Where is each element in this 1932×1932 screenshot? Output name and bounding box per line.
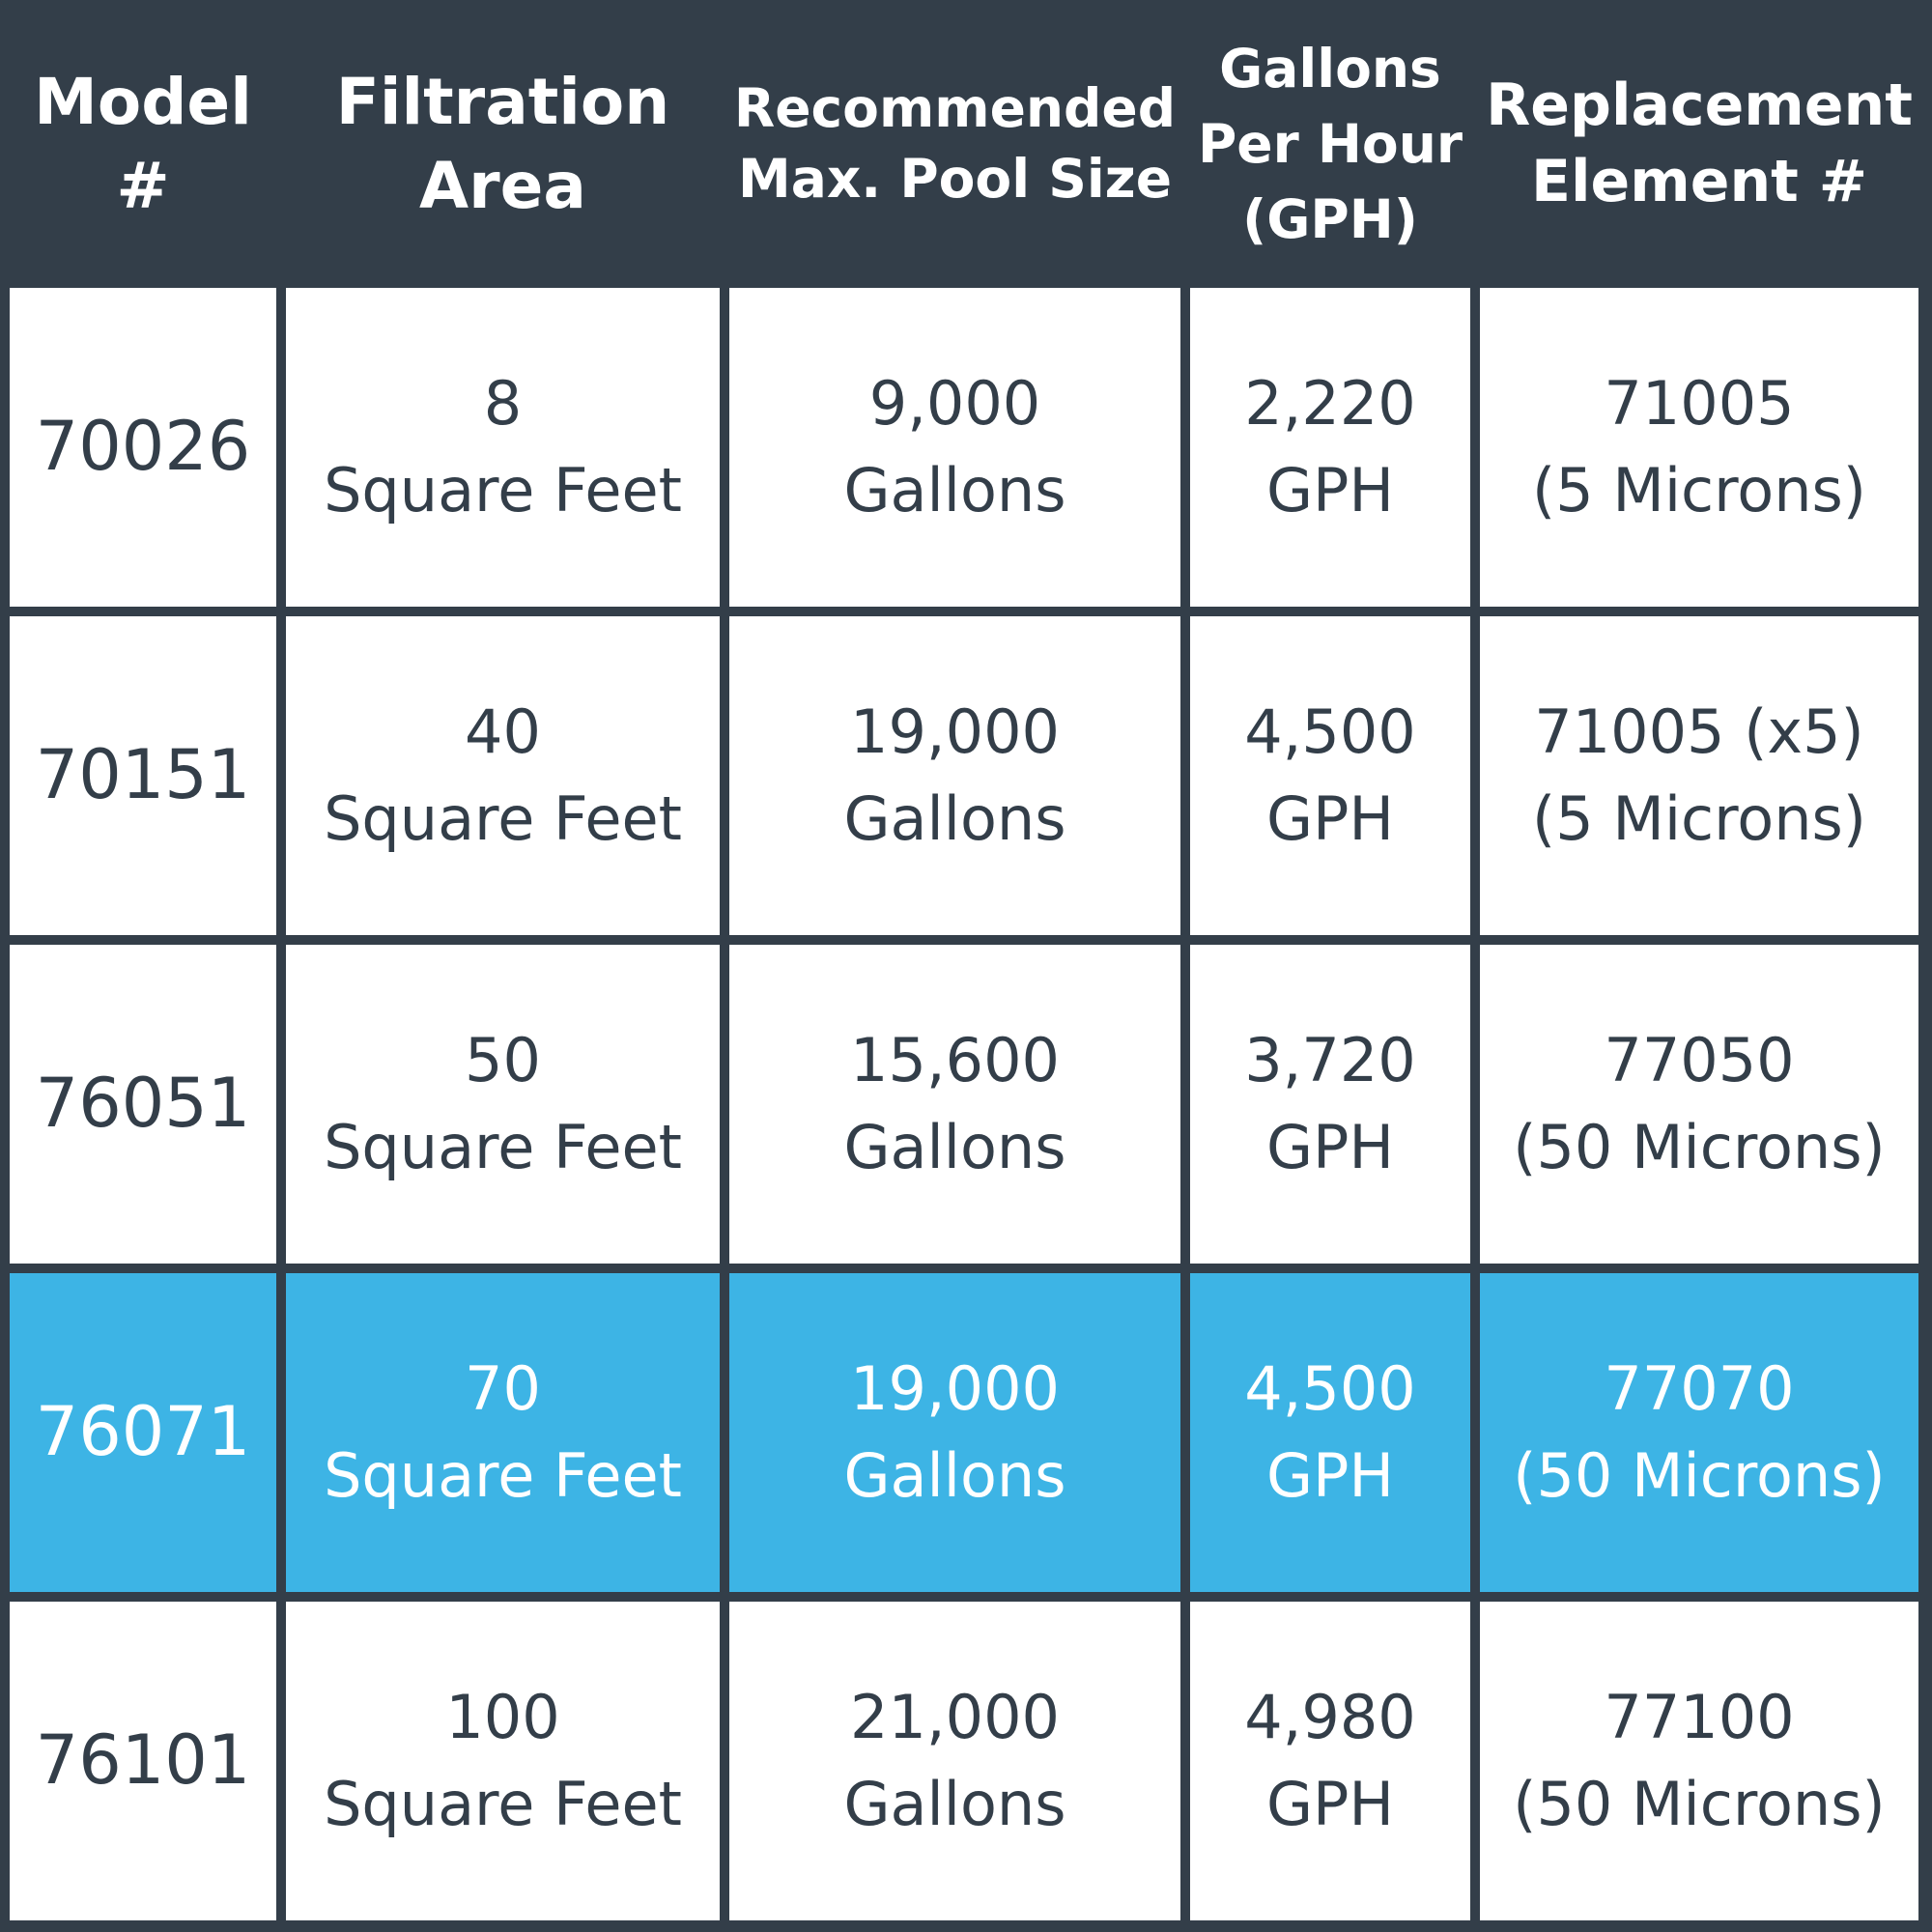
gph-value: 4,500 (1244, 1353, 1416, 1425)
area-value: 100 (445, 1682, 560, 1753)
header-max-pool-size-line-1: Recommended (733, 77, 1177, 140)
cell-replacement-element: 77100 (50 Microns) (1480, 1602, 1918, 1920)
cell-pool-size: 15,600 Gallons (729, 945, 1180, 1264)
header-filtration-area-line-2: Area (419, 149, 586, 223)
element-number: 77070 (1604, 1353, 1795, 1425)
model-number: 70151 (35, 735, 251, 815)
header-max-pool-size: Recommended Max. Pool Size (729, 0, 1180, 288)
gph-unit: GPH (1265, 1112, 1395, 1182)
cell-model: 76071 (10, 1273, 276, 1592)
pool-value: 19,000 (850, 696, 1060, 768)
cell-filtration-area: 100 Square Feet (286, 1602, 720, 1920)
gph-value: 4,980 (1244, 1682, 1416, 1753)
header-model: Model # (10, 0, 276, 288)
cell-gph: 4,500 GPH (1190, 1273, 1470, 1592)
header-model-line-2: # (116, 149, 170, 223)
cell-pool-size: 21,000 Gallons (729, 1602, 1180, 1920)
element-number: 77100 (1604, 1682, 1795, 1753)
cell-model: 76051 (10, 945, 276, 1264)
area-unit: Square Feet (324, 783, 682, 854)
pool-unit: Gallons (843, 783, 1066, 854)
header-model-line-1: Model (34, 64, 252, 139)
cell-pool-size: 19,000 Gallons (729, 616, 1180, 935)
pool-unit: Gallons (843, 1112, 1066, 1182)
cell-filtration-area: 70 Square Feet (286, 1273, 720, 1592)
cell-gph: 4,500 GPH (1190, 616, 1470, 935)
model-number: 76051 (35, 1064, 251, 1144)
area-value: 40 (465, 696, 541, 768)
gph-value: 4,500 (1244, 696, 1416, 768)
element-microns: (50 Microns) (1513, 1440, 1886, 1511)
model-number: 76071 (35, 1392, 251, 1472)
cell-pool-size: 19,000 Gallons (729, 1273, 1180, 1592)
pool-value: 9,000 (868, 368, 1041, 440)
cell-replacement-element: 77070 (50 Microns) (1480, 1273, 1918, 1592)
cell-replacement-element: 71005 (5 Microns) (1480, 288, 1918, 607)
header-filtration-area-line-1: Filtration (335, 64, 670, 139)
element-number: 77050 (1604, 1025, 1795, 1096)
cell-replacement-element: 71005 (x5) (5 Microns) (1480, 616, 1918, 935)
cell-gph: 2,220 GPH (1190, 288, 1470, 607)
gph-unit: GPH (1265, 1769, 1395, 1839)
gph-value: 3,720 (1244, 1025, 1416, 1096)
header-filtration-area: Filtration Area (286, 0, 720, 288)
area-unit: Square Feet (324, 1769, 682, 1839)
area-value: 50 (465, 1025, 541, 1096)
pool-unit: Gallons (843, 1440, 1066, 1511)
cell-filtration-area: 50 Square Feet (286, 945, 720, 1264)
element-microns: (50 Microns) (1513, 1112, 1886, 1182)
gph-value: 2,220 (1244, 368, 1416, 440)
area-value: 70 (465, 1353, 541, 1425)
pool-value: 21,000 (850, 1682, 1060, 1753)
pool-value: 19,000 (850, 1353, 1060, 1425)
cell-filtration-area: 8 Square Feet (286, 288, 720, 607)
area-unit: Square Feet (324, 1112, 682, 1182)
header-gph-line-3: (GPH) (1242, 188, 1418, 251)
area-value: 8 (483, 368, 523, 440)
model-number: 70026 (35, 407, 251, 487)
pool-unit: Gallons (843, 455, 1066, 526)
element-number: 71005 (x5) (1534, 696, 1864, 768)
header-gph-line-1: Gallons (1219, 37, 1441, 99)
gph-unit: GPH (1265, 1440, 1395, 1511)
cell-gph: 4,980 GPH (1190, 1602, 1470, 1920)
cell-replacement-element: 77050 (50 Microns) (1480, 945, 1918, 1264)
cell-model: 70151 (10, 616, 276, 935)
header-max-pool-size-line-2: Max. Pool Size (737, 148, 1172, 210)
cell-model: 70026 (10, 288, 276, 607)
cell-filtration-area: 40 Square Feet (286, 616, 720, 935)
model-number: 76101 (35, 1720, 251, 1801)
area-unit: Square Feet (324, 1440, 682, 1511)
cell-model: 76101 (10, 1602, 276, 1920)
area-unit: Square Feet (324, 455, 682, 526)
element-microns: (5 Microns) (1532, 783, 1866, 854)
header-replacement-element-line-1: Replacement (1486, 71, 1913, 139)
header-replacement-element-line-2: Element # (1530, 148, 1868, 215)
element-microns: (50 Microns) (1513, 1769, 1886, 1839)
pool-unit: Gallons (843, 1769, 1066, 1839)
header-replacement-element: Replacement Element # (1480, 0, 1918, 288)
header-gph-line-2: Per Hour (1198, 112, 1463, 175)
gph-unit: GPH (1265, 783, 1395, 854)
header-gallons-per-hour: Gallons Per Hour (GPH) (1190, 0, 1470, 288)
element-number: 71005 (1604, 368, 1795, 440)
gph-unit: GPH (1265, 455, 1395, 526)
pool-value: 15,600 (850, 1025, 1060, 1096)
cell-pool-size: 9,000 Gallons (729, 288, 1180, 607)
cell-gph: 3,720 GPH (1190, 945, 1470, 1264)
element-microns: (5 Microns) (1532, 455, 1866, 526)
